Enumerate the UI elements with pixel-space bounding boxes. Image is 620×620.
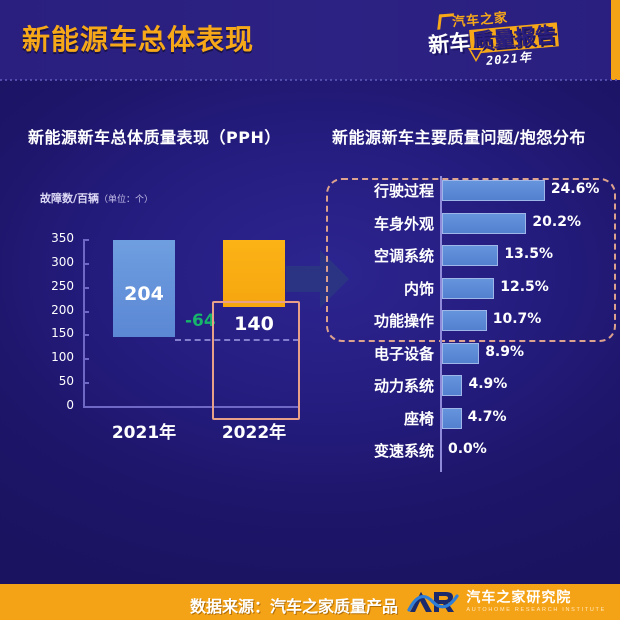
page-header: 新能源车总体表现 汽车之家 新车质量报告 2021年 — [0, 0, 620, 80]
y-axis-tick — [83, 382, 89, 385]
problem-row: 动力系统 4.9% — [330, 371, 618, 402]
problem-category-label: 行驶过程 — [373, 182, 434, 200]
y-axis-tick — [83, 262, 89, 265]
y-axis-tick-label: 350 — [51, 231, 74, 245]
y-axis-tick-label: 50 — [58, 374, 74, 389]
badge-year-label: 2021年 — [485, 50, 533, 68]
y-axis-tick-label: 100 — [51, 350, 74, 365]
logo-text-block: 汽车之家研究院 AUTOHOME RESEARCH INSTITUTE — [466, 591, 606, 614]
flow-arrow-icon — [286, 248, 350, 310]
problem-category-label: 座椅 — [403, 409, 434, 428]
y-axis-tick-label: 0 — [66, 398, 74, 412]
badge-chevron-icon — [468, 48, 484, 62]
left-chart-axis-note: 故障数/百辆（单位：个） — [40, 190, 153, 206]
problem-row: 内饰 12.5% — [330, 274, 618, 305]
problem-bar — [442, 310, 487, 331]
problem-bar — [442, 375, 463, 396]
problem-row: 座椅 4.7% — [330, 404, 618, 435]
logo-name-en: AUTOHOME RESEARCH INSTITUTE — [466, 606, 606, 613]
problem-row: 功能操作 10.7% — [330, 306, 618, 337]
problem-value-label: 4.9% — [468, 376, 508, 392]
overall-pph-chart: 0 50 100 150 200 250 300 350 204 2021年 140 2022年 -6… — [26, 231, 301, 443]
problem-bar — [442, 212, 527, 234]
problem-bar — [442, 277, 495, 299]
problem-value-label: 12.5% — [500, 278, 549, 295]
ar-logo-icon — [407, 590, 459, 614]
problem-value-label: 13.5% — [504, 246, 553, 262]
problem-category-label: 内饰 — [403, 279, 434, 298]
problem-category-label: 功能操作 — [373, 312, 434, 330]
problem-value-label: 8.9% — [485, 343, 525, 360]
page-footer: 数据来源：汽车之家质量产品 汽车之家研究院 AUTOHOME RESEARCH … — [0, 584, 620, 620]
header-accent-bar — [611, 0, 620, 80]
problem-bar — [442, 342, 480, 364]
category-label: 2021年 — [111, 423, 177, 443]
y-axis-tick-label: 250 — [51, 278, 74, 293]
page-title: 新能源车总体表现 — [22, 23, 255, 56]
problem-row: 车身外观 20.2% — [330, 209, 618, 240]
y-axis-tick — [83, 334, 89, 337]
category-label: 2022年 — [221, 423, 287, 443]
y-axis-tick — [83, 358, 89, 361]
problem-category-label: 变速系统 — [373, 442, 434, 460]
right-chart-title: 新能源新车主要质量问题/抱怨分布 — [332, 128, 586, 147]
y-axis-tick — [83, 286, 89, 289]
bar-value-label: 204 — [124, 282, 164, 305]
comparison-dashed-line — [175, 339, 299, 342]
problem-value-label: 20.2% — [532, 213, 581, 230]
y-axis-tick — [83, 406, 89, 408]
bar-2022年 — [223, 240, 285, 307]
bar-value-label: 140 — [234, 313, 274, 336]
x-axis-line — [83, 406, 299, 408]
problem-row: 电子设备 8.9% — [330, 339, 618, 370]
left-chart-title: 新能源新车总体质量表现（PPH） — [28, 128, 281, 147]
problem-category-label: 电子设备 — [373, 344, 434, 363]
axis-note-main: 故障数/百辆 — [40, 192, 100, 205]
problem-category-label: 空调系统 — [373, 247, 434, 265]
y-axis-line — [83, 240, 85, 407]
problem-value-label: 4.7% — [467, 408, 507, 425]
problem-bar — [442, 180, 545, 201]
header-divider — [0, 79, 620, 81]
y-axis-tick-label: 150 — [51, 326, 74, 341]
problem-value-label: 24.6% — [550, 181, 600, 197]
y-axis-tick — [83, 239, 89, 241]
problem-row: 变速系统 0.0% — [330, 436, 618, 467]
problem-distribution-chart: 行驶过程 24.6% 车身外观 20.2% 空调系统 13.5% 内饰 12.5% 功能操作 10… — [330, 176, 618, 476]
axis-note-unit: （单位：个） — [99, 195, 154, 205]
problem-category-label: 车身外观 — [373, 214, 434, 233]
problem-bar — [442, 407, 462, 429]
problem-row: 行驶过程 24.6% — [330, 176, 618, 207]
right-axis-line — [440, 176, 442, 472]
y-axis-tick — [83, 310, 89, 313]
badge-report-part1: 新车 — [427, 30, 472, 58]
problem-value-label: 10.7% — [492, 311, 542, 327]
problem-value-label: 0.0% — [448, 441, 487, 457]
problem-row: 空调系统 13.5% — [330, 241, 618, 272]
highlight-box — [212, 301, 300, 420]
problem-category-label: 动力系统 — [373, 377, 434, 395]
y-axis-tick-label: 200 — [51, 302, 74, 317]
data-source-label: 数据来源：汽车之家质量产品 — [190, 597, 399, 616]
bar-2021年 — [113, 240, 175, 338]
problem-bar — [442, 245, 499, 266]
research-institute-logo: 汽车之家研究院 AUTOHOME RESEARCH INSTITUTE — [407, 589, 606, 615]
highlight-dashed-region — [326, 178, 616, 342]
report-badge: 汽车之家 新车质量报告 2021年 — [424, 6, 594, 72]
logo-name-cn: 汽车之家研究院 — [466, 589, 572, 606]
delta-label: -64 — [185, 311, 216, 332]
y-axis-tick-label: 300 — [51, 254, 74, 269]
